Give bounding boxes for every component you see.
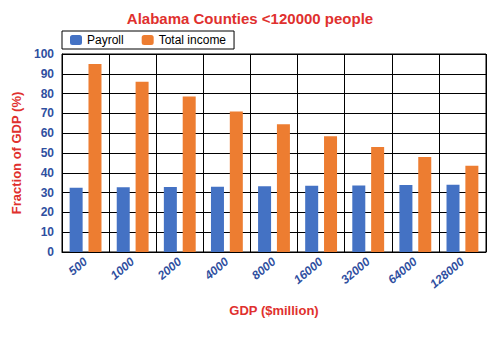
svg-text:2000: 2000 bbox=[154, 254, 184, 283]
svg-text:40: 40 bbox=[41, 166, 55, 180]
svg-text:Fraction of GDP (%): Fraction of GDP (%) bbox=[9, 92, 24, 215]
svg-text:8000: 8000 bbox=[249, 254, 279, 282]
svg-text:1000: 1000 bbox=[108, 254, 138, 282]
svg-text:0: 0 bbox=[47, 245, 54, 259]
svg-text:20: 20 bbox=[41, 205, 55, 219]
svg-text:Payroll: Payroll bbox=[87, 33, 124, 47]
svg-text:60: 60 bbox=[41, 126, 55, 140]
svg-text:30: 30 bbox=[41, 186, 55, 200]
svg-text:10: 10 bbox=[41, 225, 55, 239]
svg-text:80: 80 bbox=[41, 87, 55, 101]
svg-text:32000: 32000 bbox=[338, 254, 373, 286]
svg-text:500: 500 bbox=[66, 254, 91, 278]
svg-text:Alabama Counties <120000 peopl: Alabama Counties <120000 people bbox=[127, 10, 373, 27]
svg-text:Total income: Total income bbox=[159, 33, 227, 47]
svg-text:70: 70 bbox=[41, 106, 55, 120]
svg-text:64000: 64000 bbox=[385, 254, 420, 286]
svg-text:16000: 16000 bbox=[291, 254, 326, 286]
svg-text:4000: 4000 bbox=[201, 254, 231, 283]
svg-text:90: 90 bbox=[41, 67, 55, 81]
svg-text:128000: 128000 bbox=[427, 254, 467, 291]
svg-text:GDP ($million): GDP ($million) bbox=[229, 303, 318, 318]
svg-text:100: 100 bbox=[34, 47, 54, 61]
svg-text:50: 50 bbox=[41, 146, 55, 160]
